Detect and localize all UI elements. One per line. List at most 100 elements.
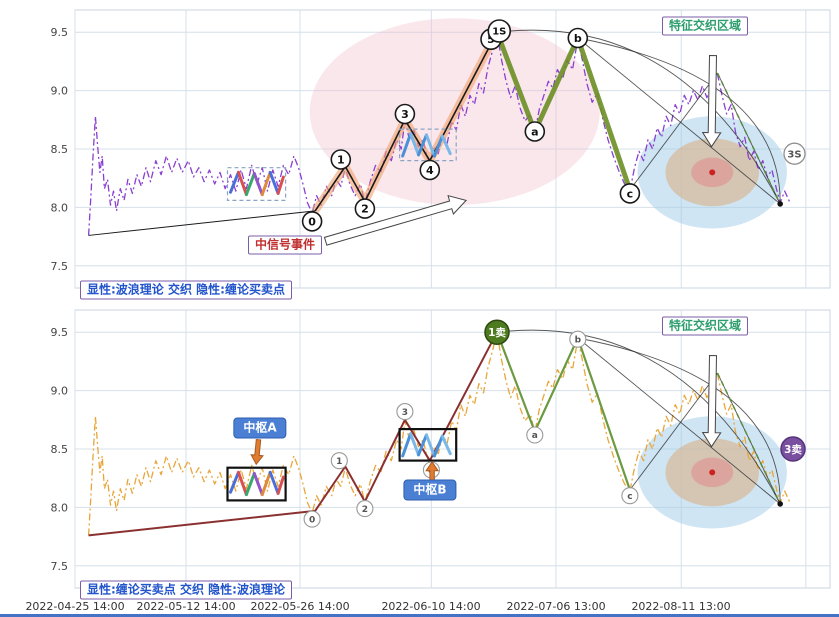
x-tick-label: 2022-05-26 14:00: [250, 600, 350, 613]
feature-zone-arrow: [701, 354, 722, 448]
svg-text:3: 3: [402, 408, 408, 418]
chan-zigzag-segment: [409, 432, 421, 457]
svg-text:c: c: [627, 492, 632, 502]
pivot-a-arrow: [250, 438, 264, 466]
x-axis: 2022-04-25 14:00 2022-05-12 14:00 2022-05-…: [0, 598, 839, 614]
svg-text:1: 1: [336, 457, 342, 467]
svg-text:5: 5: [487, 33, 495, 46]
pivot-b-button: 中枢B: [403, 479, 457, 501]
chan-zigzag-segment: [268, 470, 280, 495]
chan-zigzag-segment: [236, 170, 248, 197]
wave-label-a: a: [524, 121, 546, 142]
svg-text:b: b: [574, 32, 582, 45]
signal-badge-1s: 1S: [487, 19, 512, 43]
feature-zone-arrow: [701, 54, 722, 148]
pivot-box-A: [226, 466, 287, 502]
price-line: [87, 331, 791, 536]
chan-segment-up-line: [88, 331, 498, 537]
chan-zigzag-segment: [432, 134, 444, 158]
pivot-box-B: [399, 128, 457, 162]
chan-zigzag-segment: [440, 434, 452, 456]
chan-zigzag-segment: [229, 470, 240, 494]
svg-text:1卖: 1卖: [488, 326, 506, 339]
chan-label-a: a: [526, 426, 544, 444]
svg-text:a: a: [532, 431, 538, 441]
bottom-legend-label: 显性:缠论买卖点 交织 隐性:波浪理论: [80, 580, 292, 600]
y-tick-label: 9.0: [51, 385, 69, 398]
wave-label-0: 0: [301, 211, 323, 232]
projection-end-dot: [777, 501, 783, 507]
wave-label-c: c: [619, 183, 641, 204]
svg-text:2: 2: [361, 203, 369, 216]
feature-zone-rings: [637, 416, 787, 529]
chan-label-1: 1: [330, 452, 348, 470]
chan-label-2: 2: [356, 500, 374, 518]
projection-end-dot: [777, 201, 783, 207]
pivot-b-arrow: [425, 460, 440, 481]
chan-zigzag-segment: [401, 432, 413, 458]
x-tick-label: 2022-05-12 14:00: [136, 600, 236, 613]
chan-zigzag-segment: [440, 134, 452, 156]
pivot-a-button: 中枢A: [233, 417, 287, 439]
top-legend-label: 显性:波浪理论 交织 隐性:缠论买卖点: [80, 280, 292, 300]
wave-label-b: b: [567, 27, 589, 49]
wave-label-4: 4: [419, 159, 441, 181]
pivot-box-B: [398, 428, 458, 462]
wave-label-1: 1: [330, 149, 352, 170]
chan-zigzag-segment: [244, 172, 256, 197]
wave-label-3: 3: [394, 103, 416, 125]
svg-text:1: 1: [337, 154, 345, 167]
svg-text:3卖: 3卖: [784, 443, 802, 456]
svg-text:a: a: [531, 125, 538, 138]
y-tick-label: 7.5: [51, 560, 69, 573]
chan-zigzag-segment: [276, 175, 285, 195]
chan-zigzag-segment: [268, 170, 280, 195]
feature-zone-label: 特征交织区域: [661, 16, 749, 36]
svg-text:1S: 1S: [492, 27, 506, 38]
mid-signal-arrow: [323, 194, 468, 246]
svg-text:0: 0: [308, 215, 316, 228]
chan-zigzag-segment: [276, 475, 285, 495]
svg-text:3: 3: [401, 108, 409, 121]
svg-text:b: b: [575, 335, 582, 345]
pivot-box-A: [226, 167, 287, 201]
chan-segment-down-line: [495, 331, 631, 491]
chan-label-3: 3: [396, 403, 414, 421]
feature-zone-rings: [637, 116, 787, 229]
svg-text:3S: 3S: [787, 149, 801, 160]
svg-text:0: 0: [309, 515, 315, 525]
chan-zigzag-segment: [417, 433, 428, 457]
svg-text:c: c: [627, 187, 634, 200]
svg-text:4: 4: [426, 164, 434, 177]
green-projection-line: [716, 372, 781, 505]
chan-zigzag-segment: [236, 470, 248, 497]
chan-theory-panel: 7.58.08.59.09.501234abc1卖3卖 特征交织区域 中枢A 中…: [0, 300, 839, 600]
projection-arc: [496, 329, 781, 505]
chan-zigzag-segment: [260, 470, 272, 497]
target-dot: [709, 169, 716, 176]
wave-theory-chart-svg: 7.5 8.0 8.5 9.0 9.5 0 1 2 3 4 a b c 51S 3S: [51, 9, 831, 289]
y-tick-label: 9.0: [51, 85, 69, 98]
mid-signal-event-label: 中信号事件: [247, 235, 323, 255]
y-tick-label: 8.5: [51, 443, 69, 456]
chan-label-c: c: [621, 487, 639, 505]
y-tick-label: 8.0: [51, 501, 69, 514]
y-tick-label: 8.5: [51, 143, 69, 156]
y-tick-label: 7.5: [51, 260, 69, 273]
chan-zigzag-segment: [424, 133, 436, 158]
chan-zigzag-segment: [432, 434, 444, 458]
feature-zone-label: 特征交织区域: [661, 316, 749, 336]
chan-zigzag-segment: [252, 172, 264, 197]
wave-label-2: 2: [354, 198, 376, 219]
chan-label-0: 0: [303, 510, 321, 528]
projection-arc: [496, 29, 781, 205]
sell-point-1-badge: 1卖: [484, 319, 510, 345]
price-line: [87, 31, 791, 236]
x-tick-label: 2022-06-10 14:00: [381, 600, 481, 613]
chan-theory-chart-svg: 7.58.08.59.09.501234abc1卖3卖: [51, 309, 831, 589]
chan-zigzag-segment: [244, 472, 256, 497]
y-tick-label: 9.5: [51, 326, 69, 339]
chan-zigzag-segment: [260, 170, 272, 197]
x-tick-label: 2022-07-06 13:00: [506, 600, 606, 613]
chan-zigzag-segment: [424, 433, 436, 458]
